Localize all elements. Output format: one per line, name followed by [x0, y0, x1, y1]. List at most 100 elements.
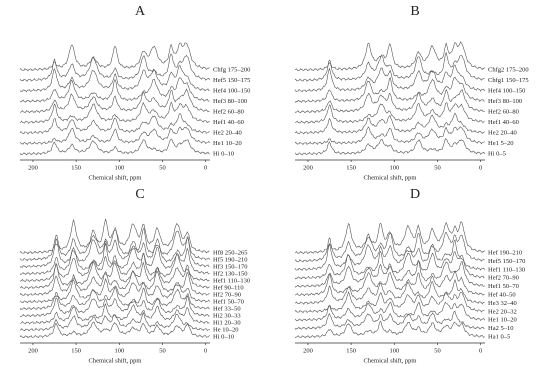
spectrum-curve	[294, 279, 485, 305]
spectrum-curve	[19, 138, 210, 156]
spectrum-curve	[294, 112, 485, 135]
x-tick-label: 50	[434, 347, 441, 354]
spectrum-curve	[19, 226, 210, 262]
series-label: Hef1 50–70	[488, 283, 519, 290]
spectrum-curve	[19, 53, 210, 82]
spectrum-curve	[294, 239, 485, 271]
series-label: He3 32–40	[488, 300, 517, 307]
spectrum-curve	[19, 295, 210, 318]
x-tick-label: 150	[346, 347, 356, 354]
x-axis-label: Chemical shift, ppm	[364, 357, 417, 364]
spectrum-curve	[294, 250, 485, 280]
series-label: He2 20–32	[488, 308, 517, 315]
series-label: Hf3 150–170	[213, 263, 247, 270]
spectrum-curve	[294, 41, 485, 72]
series-label: Chfg1 150–175	[488, 77, 529, 84]
spectrum-curve	[19, 286, 210, 311]
series-label: Hef3 80–100	[213, 98, 247, 105]
spectrum-curve	[294, 260, 485, 288]
spectrum-curve	[19, 236, 210, 269]
x-axis-label: Chemical shift, ppm	[89, 174, 142, 181]
series-label: Hef 40–50	[488, 291, 516, 298]
series-label: Hef1 40–60	[488, 119, 519, 126]
x-tick-label: 0	[479, 347, 482, 354]
spectrum-curve	[294, 126, 485, 146]
spectrum-curve	[294, 320, 485, 339]
spectrum-curve	[19, 261, 210, 290]
spectrum-curve	[294, 301, 485, 322]
series-label: Hi 0–10	[213, 333, 234, 340]
series-label: Ha1 0–5	[488, 333, 510, 340]
series-label: Hef4 100–150	[213, 87, 250, 94]
series-label: He2 20–40	[488, 129, 517, 136]
series-label: He1 10–20	[488, 317, 517, 324]
spectrum-curve	[20, 88, 210, 114]
spectrum-curve	[19, 77, 210, 103]
spectrum-curve	[19, 269, 210, 297]
spectrum-curve	[294, 88, 485, 114]
spectrum-curve	[19, 126, 210, 146]
series-label: He 10–20	[213, 326, 238, 333]
spectrum-curve	[294, 52, 485, 82]
panel-title: B	[410, 4, 419, 19]
series-label: Hf5 190–210	[213, 256, 247, 263]
x-tick-label: 0	[204, 164, 207, 171]
series-label: Hf8 250–265	[213, 249, 247, 256]
series-label: Hef2 60–80	[213, 108, 244, 115]
series-label: Hef 190–210	[488, 249, 522, 256]
spectrum-curve	[294, 102, 485, 124]
x-tick-label: 50	[159, 347, 166, 354]
spectrum-curve	[294, 138, 485, 156]
spectrum-curve	[294, 270, 485, 297]
series-label: Chfg 175–200	[213, 66, 250, 73]
series-label: Hf2 130–150	[213, 270, 247, 277]
series-label: Hef1 40–60	[213, 119, 244, 126]
spectrum-curve	[19, 321, 210, 339]
spectrum-curve	[19, 101, 210, 124]
x-tick-label: 150	[71, 347, 81, 354]
x-tick-label: 150	[71, 164, 81, 171]
x-tick-label: 100	[389, 164, 399, 171]
x-tick-label: 200	[28, 347, 38, 354]
spectrum-curve	[294, 232, 485, 263]
series-label: Chfg2 175–200	[488, 66, 529, 73]
series-label: He1 5–20	[488, 140, 513, 147]
series-label: He2 20–40	[213, 129, 242, 136]
series-label: Hef2 70–90	[488, 275, 519, 282]
series-label: Hef1 110–130	[213, 277, 250, 284]
series-label: Hef 90–110	[213, 284, 244, 291]
spectrum-curve	[19, 277, 210, 304]
spectrum-curve	[19, 65, 210, 93]
x-axis-label: Chemical shift, ppm	[364, 174, 417, 181]
x-tick-label: 50	[434, 164, 441, 171]
series-label: Hef1 110–130	[488, 266, 525, 273]
x-tick-label: 100	[114, 164, 124, 171]
series-label: Hef5 150–175	[213, 77, 250, 84]
series-label: Hef1 50–70	[213, 298, 244, 305]
x-tick-label: 150	[346, 164, 356, 171]
series-label: Hi2 30–33	[213, 312, 241, 319]
spectrum-curve	[294, 76, 485, 103]
series-label: Hi 0–10	[213, 150, 234, 157]
x-tick-label: 0	[479, 164, 482, 171]
series-label: Hi 0–5	[488, 150, 506, 157]
x-tick-label: 50	[159, 164, 166, 171]
x-tick-label: 100	[114, 347, 124, 354]
panel-title: D	[410, 187, 420, 202]
series-label: Hef 33–50	[213, 305, 241, 312]
spectrum-curve	[294, 64, 485, 93]
series-label: Hi1 20–30	[213, 319, 241, 326]
x-tick-label: 0	[204, 347, 207, 354]
spectrum-curve	[294, 291, 485, 314]
spectrum-curve	[294, 310, 485, 330]
series-label: Hef5 150–170	[488, 258, 525, 265]
spectrum-curve	[19, 218, 210, 255]
series-label: Hef2 60–80	[488, 108, 519, 115]
spectrum-curve	[19, 113, 210, 135]
spectrum-curve	[19, 311, 210, 332]
series-label: Hef4 100–150	[488, 87, 525, 94]
spectrum-curve	[19, 42, 210, 72]
panel-title: A	[135, 4, 146, 19]
spectrum-curve	[19, 242, 210, 276]
